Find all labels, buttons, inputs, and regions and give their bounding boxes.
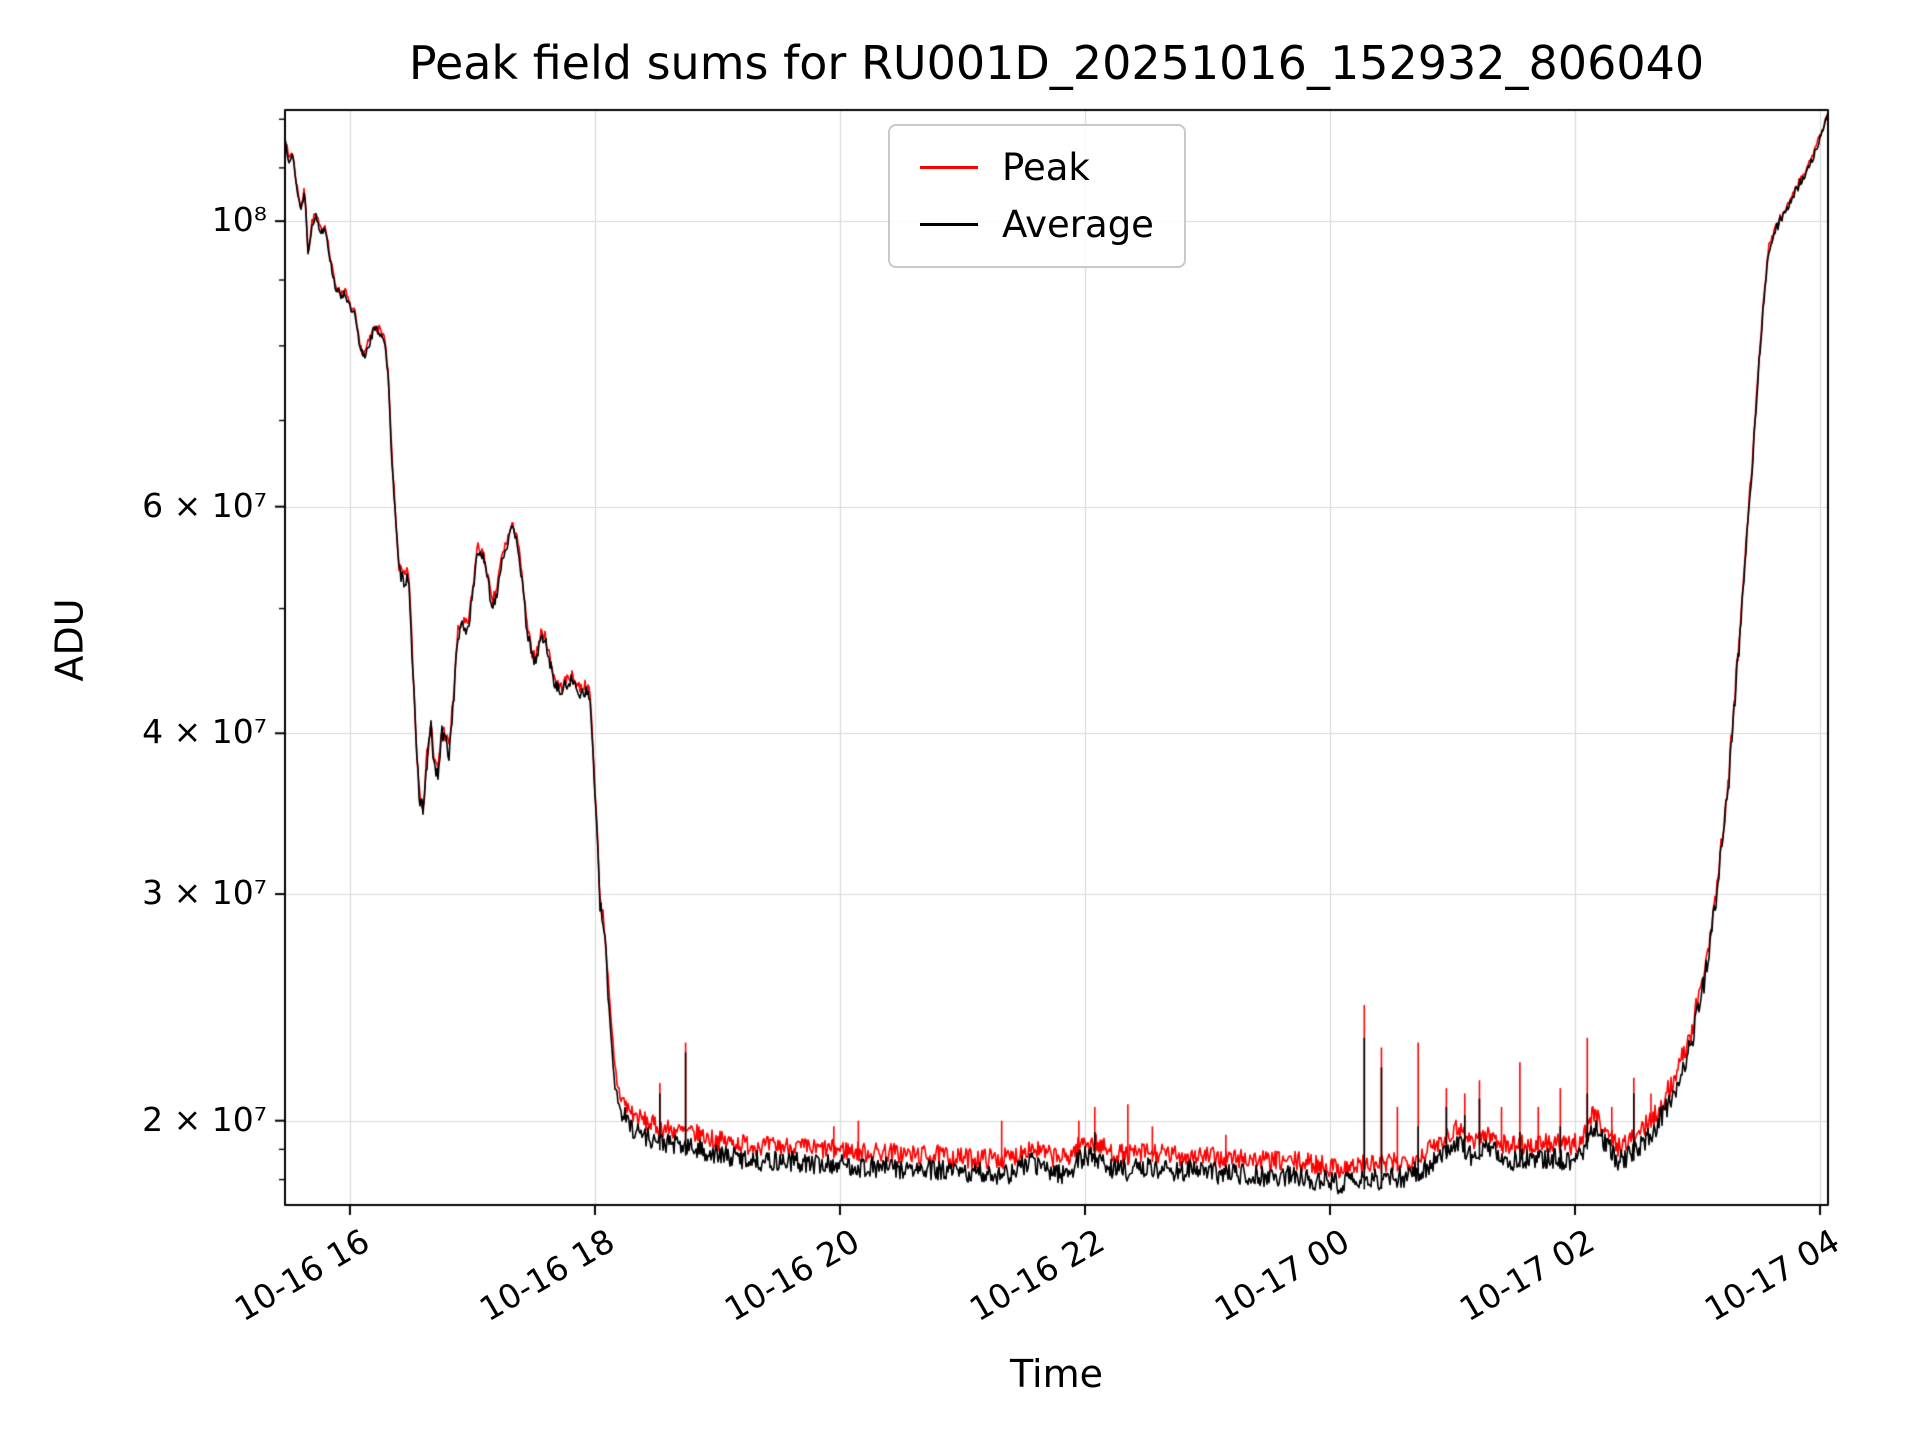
- legend-item-peak: Peak: [920, 146, 1154, 189]
- y-tick-label: 4 × 10⁷: [142, 712, 267, 752]
- y-axis-label: ADU: [47, 598, 92, 682]
- legend-item-average: Average: [920, 203, 1154, 246]
- y-tick-label: 3 × 10⁷: [142, 873, 267, 913]
- legend: Peak Average: [888, 124, 1186, 268]
- average-line-swatch: [920, 223, 978, 226]
- legend-label-peak: Peak: [1002, 146, 1090, 189]
- legend-label-average: Average: [1002, 203, 1154, 246]
- y-tick-label: 6 × 10⁷: [142, 485, 267, 525]
- x-axis-label: Time: [1010, 1352, 1103, 1396]
- y-tick-label: 10⁸: [211, 200, 267, 240]
- y-tick-label: 2 × 10⁷: [142, 1099, 267, 1139]
- peak-line-swatch: [920, 166, 978, 169]
- chart-title: Peak field sums for RU001D_20251016_1529…: [408, 36, 1705, 90]
